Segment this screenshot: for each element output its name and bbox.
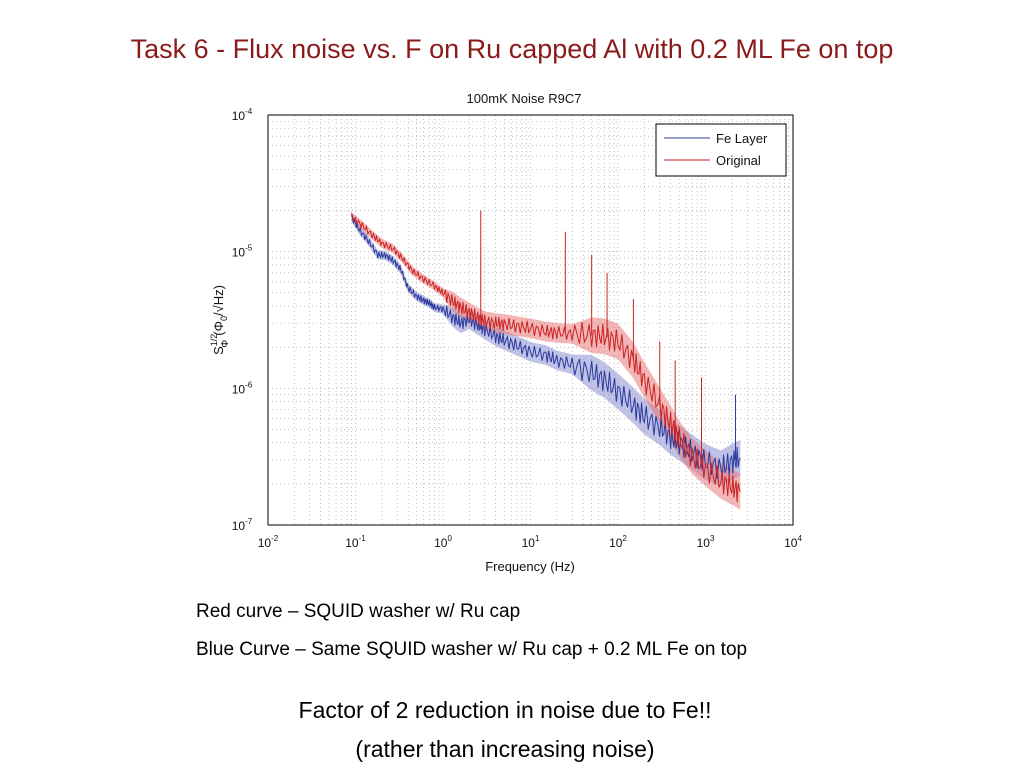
x-tick-labels: 10-2 10-1 100 101 102 103 104	[258, 534, 803, 550]
x-tick-label: 10-1	[345, 534, 366, 550]
legend-label-fe-layer: Fe Layer	[716, 131, 768, 146]
noise-band-original	[351, 212, 741, 510]
y-label-unit-tail: /√Hz)	[211, 285, 226, 316]
noise-bands	[351, 212, 741, 510]
x-tick-label: 103	[697, 534, 715, 550]
chart-title: 100mK Noise R9C7	[467, 91, 582, 106]
y-axis-label: S1/2Φ (Φ0/√Hz)	[209, 285, 231, 355]
x-tick-label: 102	[609, 534, 627, 550]
resonance-spikes	[480, 210, 736, 465]
y-label-unit: (Φ	[211, 321, 226, 336]
x-tick-label: 100	[434, 534, 452, 550]
y-label-base: S	[211, 346, 226, 355]
legend: Fe Layer Original	[655, 123, 787, 177]
y-label-sup: 1/2	[209, 334, 219, 347]
y-tick-label: 10-5	[232, 244, 253, 260]
series-line-fe-layer	[351, 214, 741, 479]
y-label-unit-sub: 0	[219, 316, 229, 321]
y-tick-label: 10-7	[232, 517, 253, 533]
legend-box	[655, 123, 787, 177]
y-tick-label: 10-4	[232, 107, 253, 123]
plot-frame	[267, 114, 794, 526]
legend-label-original: Original	[716, 153, 761, 168]
y-tick-label: 10-6	[232, 380, 253, 396]
conclusion-text: Factor of 2 reduction in noise due to Fe…	[298, 697, 712, 723]
conclusion-subtext: (rather than increasing noise)	[355, 736, 655, 762]
noise-chart: 100mK Noise R9C7 10-2 10-1 100 101 102 103 104…	[209, 91, 803, 574]
y-tick-labels: 10-7 10-6 10-5 10-4	[232, 107, 253, 533]
red-curve-caption: Red curve – SQUID washer w/ Ru cap	[196, 601, 521, 622]
x-tick-label: 10-2	[258, 534, 279, 550]
blue-curve-caption: Blue Curve – Same SQUID washer w/ Ru cap…	[196, 639, 748, 660]
y-label-sub: Φ	[220, 340, 231, 348]
slide-title: Task 6 - Flux noise vs. F on Ru capped A…	[130, 34, 894, 64]
series-lines	[351, 213, 741, 503]
x-tick-label: 104	[784, 534, 802, 550]
x-tick-label: 101	[522, 534, 540, 550]
x-axis-label: Frequency (Hz)	[485, 559, 575, 574]
series-line-original	[351, 213, 741, 503]
